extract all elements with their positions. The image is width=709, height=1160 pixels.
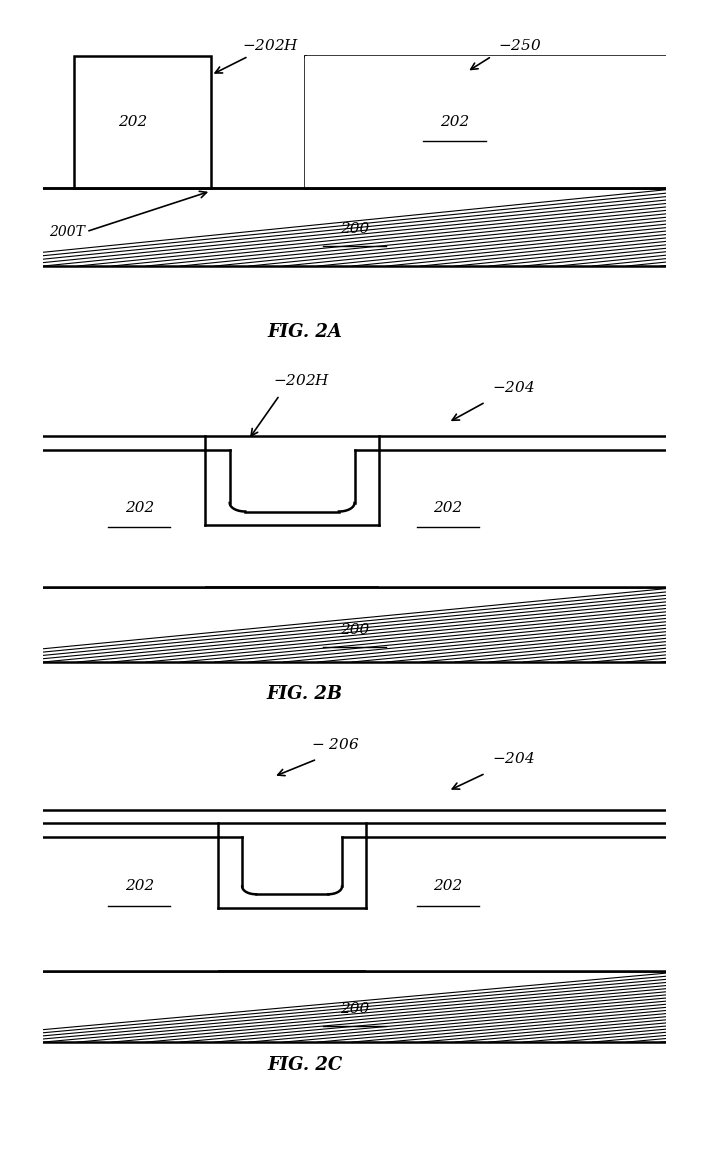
- Text: $-$250: $-$250: [498, 38, 542, 53]
- Text: 202: 202: [440, 115, 469, 129]
- Bar: [366, 838, 666, 971]
- Text: 202: 202: [433, 501, 463, 515]
- Text: $-$ 206: $-$ 206: [311, 737, 359, 752]
- Text: FIG. 2A: FIG. 2A: [267, 324, 342, 341]
- Text: 200: 200: [340, 222, 369, 235]
- Text: $-$204: $-$204: [492, 752, 535, 767]
- Bar: [305, 57, 666, 188]
- Bar: [43, 838, 218, 971]
- Text: $-$202H: $-$202H: [242, 38, 300, 53]
- Text: FIG. 2B: FIG. 2B: [267, 686, 342, 703]
- Text: $-$202H: $-$202H: [274, 374, 331, 389]
- Text: 200: 200: [340, 623, 369, 637]
- Bar: [43, 450, 205, 587]
- Text: 202: 202: [118, 115, 147, 129]
- Text: $-$204: $-$204: [492, 380, 535, 396]
- Text: FIG. 2C: FIG. 2C: [267, 1056, 342, 1074]
- Bar: [43, 188, 666, 266]
- Bar: [43, 587, 666, 662]
- Text: 200T: 200T: [49, 225, 84, 239]
- Bar: [74, 57, 211, 188]
- Text: 202: 202: [433, 879, 463, 893]
- Bar: [379, 450, 666, 587]
- Bar: [43, 971, 666, 1042]
- Text: 200: 200: [340, 1001, 369, 1015]
- Text: 202: 202: [125, 879, 154, 893]
- Text: 202: 202: [125, 501, 154, 515]
